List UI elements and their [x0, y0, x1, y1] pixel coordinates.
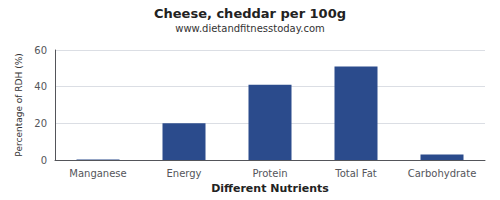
svg-text:Different Nutrients: Different Nutrients: [211, 182, 329, 195]
svg-text:Cheese, cheddar per 100g: Cheese, cheddar per 100g: [154, 6, 346, 21]
svg-text:20: 20: [34, 118, 47, 129]
svg-text:Energy: Energy: [166, 168, 201, 179]
svg-text:Carbohydrate: Carbohydrate: [408, 168, 477, 179]
svg-text:Total Fat: Total Fat: [334, 168, 376, 179]
svg-text:0: 0: [41, 155, 47, 166]
svg-text:Percentage of RDH (%): Percentage of RDH (%): [14, 53, 24, 156]
svg-text:Protein: Protein: [252, 168, 287, 179]
svg-text:Manganese: Manganese: [69, 168, 126, 179]
svg-text:40: 40: [34, 81, 47, 92]
svg-text:60: 60: [34, 45, 47, 56]
svg-text:www.dietandfitnesstoday.com: www.dietandfitnesstoday.com: [175, 23, 324, 34]
